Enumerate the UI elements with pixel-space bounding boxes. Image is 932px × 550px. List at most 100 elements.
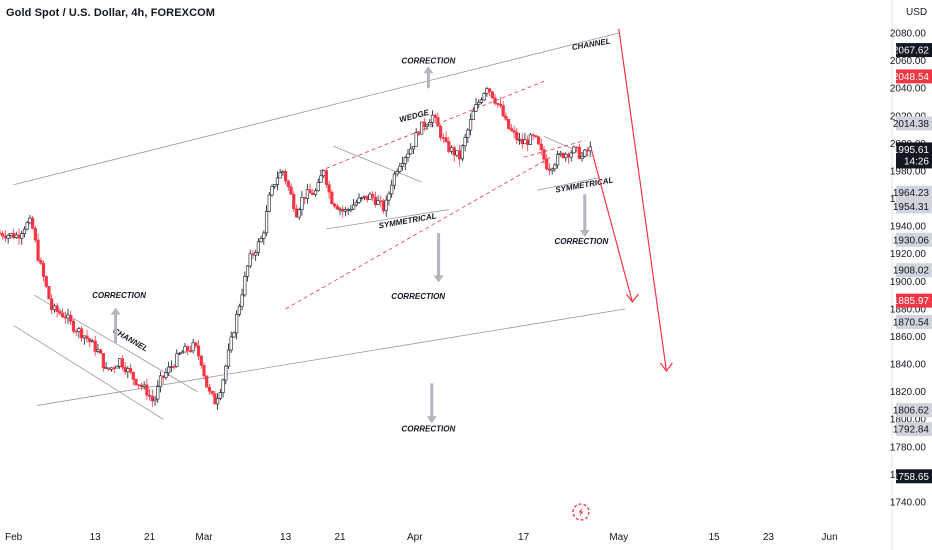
candle[interactable] (14, 234, 18, 239)
candle[interactable] (137, 384, 141, 386)
candle[interactable] (88, 338, 92, 343)
candle[interactable] (229, 336, 233, 351)
candle[interactable] (430, 114, 435, 123)
candle[interactable] (139, 384, 144, 388)
candle[interactable] (6, 235, 10, 239)
candle[interactable] (275, 177, 280, 185)
candle[interactable] (588, 146, 592, 152)
candle[interactable] (322, 170, 326, 177)
candle[interactable] (39, 260, 43, 264)
projection-arrow[interactable] (618, 28, 667, 372)
candle[interactable] (245, 265, 250, 277)
price-badge[interactable]: 1930.06 (893, 232, 932, 247)
candle[interactable] (235, 314, 239, 334)
candle[interactable] (341, 208, 345, 212)
candle[interactable] (243, 276, 247, 296)
candle[interactable] (82, 335, 86, 339)
candle[interactable] (164, 372, 168, 378)
wedge-line[interactable] (523, 140, 585, 158)
candle[interactable] (406, 153, 410, 158)
candle[interactable] (256, 241, 261, 253)
candle[interactable] (93, 340, 97, 352)
candle[interactable] (115, 365, 119, 369)
candle[interactable] (74, 330, 78, 333)
candle[interactable] (44, 276, 48, 287)
candle[interactable] (463, 137, 467, 147)
candle[interactable] (71, 320, 76, 332)
candle[interactable] (308, 189, 312, 194)
candle[interactable] (550, 168, 554, 171)
candle[interactable] (531, 134, 535, 137)
candle[interactable] (498, 103, 503, 106)
candle[interactable] (283, 171, 288, 182)
candle[interactable] (281, 171, 285, 173)
candle[interactable] (224, 365, 228, 381)
candle[interactable] (63, 316, 67, 319)
candle[interactable] (561, 152, 565, 158)
candle[interactable] (36, 239, 40, 261)
candle[interactable] (199, 355, 203, 366)
candle[interactable] (188, 350, 193, 352)
candle[interactable] (313, 190, 318, 196)
price-badge[interactable]: 2014.38 (893, 116, 932, 131)
candle[interactable] (248, 253, 252, 267)
candle[interactable] (512, 130, 516, 133)
candle[interactable] (232, 332, 236, 338)
candle[interactable] (493, 97, 497, 104)
candle[interactable] (66, 314, 70, 319)
candle[interactable] (479, 99, 484, 103)
candle[interactable] (433, 114, 437, 118)
candle[interactable] (343, 209, 348, 212)
candle[interactable] (425, 124, 429, 127)
candle[interactable] (520, 138, 524, 145)
candle[interactable] (213, 393, 217, 405)
candle[interactable] (134, 378, 138, 385)
candle[interactable] (254, 252, 258, 256)
candle[interactable] (575, 146, 579, 149)
candle[interactable] (542, 149, 546, 160)
candle[interactable] (96, 349, 100, 352)
candle[interactable] (289, 186, 293, 195)
candle[interactable] (553, 164, 557, 170)
candle[interactable] (387, 193, 391, 201)
price-badge[interactable]: 1870.54 (893, 314, 932, 329)
candle[interactable] (311, 192, 315, 196)
candle[interactable] (528, 134, 532, 145)
candle[interactable] (477, 101, 481, 106)
candle[interactable] (392, 173, 397, 186)
candle[interactable] (577, 146, 581, 159)
candle[interactable] (237, 305, 241, 315)
candle[interactable] (104, 367, 108, 370)
candle[interactable] (362, 195, 367, 198)
candle[interactable] (517, 138, 522, 141)
candle[interactable] (357, 197, 361, 203)
candle[interactable] (327, 184, 331, 193)
candle[interactable] (373, 196, 377, 205)
candle[interactable] (216, 397, 220, 405)
candle[interactable] (145, 384, 149, 396)
wedge-line[interactable] (285, 156, 551, 310)
flash-icon[interactable] (572, 503, 590, 521)
candle[interactable] (384, 199, 388, 212)
price-badge[interactable]: 1792.84 (893, 422, 932, 437)
candle[interactable] (50, 298, 54, 311)
candle[interactable] (452, 147, 456, 156)
trend-line[interactable] (13, 325, 164, 420)
candle[interactable] (180, 351, 184, 354)
candle[interactable] (126, 368, 130, 373)
wedge-line[interactable] (319, 80, 545, 172)
candle[interactable] (251, 253, 255, 256)
candle[interactable] (534, 135, 538, 138)
candle[interactable] (9, 233, 13, 236)
candle[interactable] (547, 168, 552, 171)
candle[interactable] (191, 342, 195, 352)
candle[interactable] (107, 367, 111, 370)
price-badge[interactable]: 2048.54 (893, 69, 932, 84)
price-badge[interactable]: 1964.23 (893, 185, 932, 200)
candle[interactable] (77, 328, 81, 332)
candle[interactable] (153, 398, 157, 402)
candle[interactable] (487, 88, 492, 92)
candle[interactable] (80, 328, 84, 339)
trend-line[interactable] (333, 145, 422, 183)
candle[interactable] (123, 366, 127, 373)
